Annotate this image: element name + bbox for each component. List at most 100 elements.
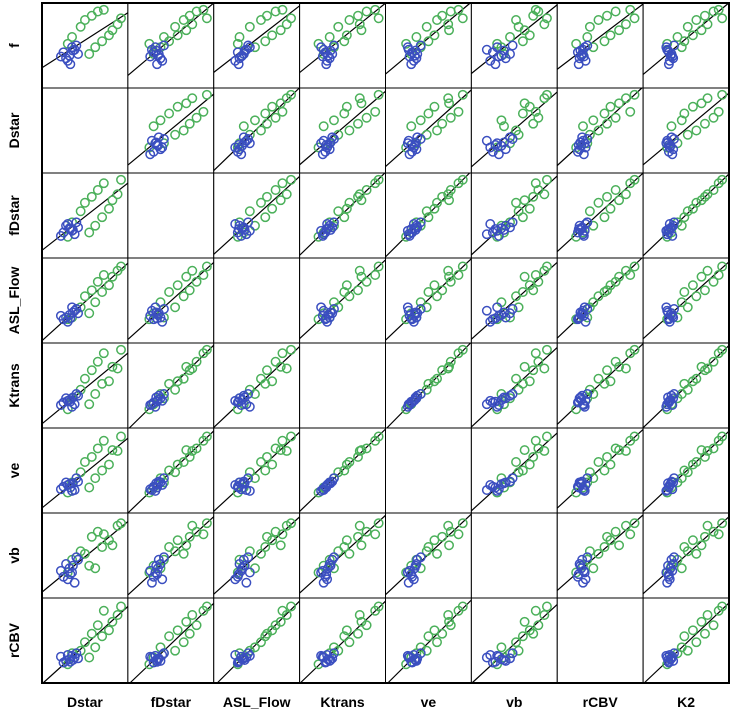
scatter-point-blue-group [158, 473, 169, 484]
scatter-point-blue-group [404, 230, 415, 241]
scatter-point-green-group [373, 518, 384, 529]
scatter-point-green-group [593, 457, 604, 467]
scatter-point-green-group [533, 112, 544, 123]
scatter-point-green-group [443, 520, 454, 531]
scatter-point-blue-group [71, 473, 82, 484]
scatter-point-blue-group [663, 656, 674, 667]
scatter-point-green-group [277, 529, 288, 540]
matrix-cell-rCBV-vs-vb [470, 597, 558, 684]
matrix-cell-fDstar-vs-Ktrans [299, 172, 386, 259]
scatter-point-blue-group [573, 224, 584, 235]
scatter-point-green-group [256, 457, 266, 467]
scatter-point-green-group [429, 280, 440, 291]
scatter-point-blue-group [408, 142, 419, 153]
scatter-point-green-group [90, 642, 101, 653]
scatter-point-green-group [457, 13, 468, 24]
cell-border [299, 87, 386, 174]
col-label-rCBV: rCBV [583, 694, 619, 710]
scatter-point-green-group [621, 19, 631, 30]
scatter-point-green-group [256, 197, 266, 208]
scatter-point-green-group [107, 361, 118, 372]
matrix-cell-rCBV-vs-fDstar [127, 597, 215, 684]
cell-border [41, 2, 129, 89]
scatter-point-green-group [676, 297, 687, 308]
matrix-cell-ve-vs-ASL_Flow [213, 427, 301, 514]
scatter-point-green-group [98, 529, 109, 540]
scatter-point-green-group [97, 631, 108, 642]
scatter-point-green-group [717, 601, 728, 612]
scatter-point-green-group [406, 121, 417, 132]
scatter-point-blue-group [410, 45, 421, 56]
matrix-cell-ve-vs-rCBV [556, 427, 644, 514]
matrix-cell-Dstar-vs-Dstar [41, 87, 129, 174]
scatter-point-blue-group [71, 648, 82, 659]
scatter-point-green-group [610, 112, 621, 123]
scatter-point-green-group [621, 363, 631, 374]
scatter-point-green-group [344, 457, 355, 467]
scatter-point-blue-group [492, 401, 503, 412]
scatter-point-green-group [90, 389, 101, 399]
scatter-point-green-group [423, 108, 434, 119]
scatter-point-green-group [373, 13, 384, 24]
fit-line [385, 2, 471, 75]
scatter-point-green-group [370, 529, 381, 540]
scatter-point-green-group [262, 531, 272, 542]
scatter-point-green-group [517, 108, 528, 119]
scatter-point-blue-group [55, 51, 66, 62]
scatter-point-green-group [533, 356, 544, 367]
scatter-point-green-group [511, 373, 521, 384]
scatter-point-blue-group [406, 569, 417, 580]
matrix-cell-rCBV-vs-rCBV [556, 597, 644, 684]
matrix-cell-rCBV-vs-Dstar [41, 597, 129, 684]
scatter-point-green-group [84, 227, 95, 238]
scatter-point-blue-group [55, 484, 66, 495]
scatter-point-green-group [201, 518, 212, 529]
fit-line [387, 599, 472, 684]
scatter-point-green-group [539, 363, 550, 374]
matrix-cell-Dstar-vs-vb [470, 87, 558, 174]
scatter-point-blue-group [243, 389, 254, 399]
scatter-point-green-group [610, 185, 621, 195]
scatter-point-green-group [286, 431, 296, 442]
scatter-point-green-group [679, 212, 690, 223]
scatter-point-blue-group [409, 50, 420, 61]
scatter-point-green-group [244, 467, 255, 478]
scatter-point-blue-group [507, 134, 518, 144]
scatter-point-green-group [275, 195, 286, 206]
scatter-point-green-group [275, 25, 286, 36]
scatter-point-green-group [511, 15, 521, 25]
scatter-point-green-group [341, 101, 352, 112]
scatter-point-green-group [164, 542, 175, 552]
col-label-Dstar: Dstar [67, 694, 103, 710]
scatter-point-green-group [75, 21, 86, 32]
scatter-point-green-group [696, 445, 707, 456]
scatter-point-green-group [679, 378, 690, 389]
scatter-point-blue-group [236, 149, 247, 160]
scatter-point-green-group [429, 203, 440, 214]
fit-line [299, 600, 386, 684]
scatter-point-green-group [172, 280, 183, 291]
scatter-point-green-group [445, 276, 456, 287]
scatter-point-green-group [691, 637, 702, 648]
scatter-point-green-group [172, 376, 183, 387]
scatter-point-green-group [275, 361, 286, 372]
scatter-point-blue-group [410, 560, 421, 571]
scatter-point-blue-group [65, 656, 76, 667]
scatter-point-green-group [541, 261, 552, 272]
matrix-cell-rCBV-vs-K2 [642, 597, 730, 684]
scatter-point-green-group [696, 361, 707, 372]
scatter-point-green-group [505, 32, 515, 42]
scatter-point-green-group [286, 601, 296, 612]
scatter-point-green-group [339, 212, 350, 223]
scatter-point-green-group [256, 125, 266, 136]
scatter-point-blue-group [157, 480, 168, 490]
scatter-point-green-group [333, 302, 344, 313]
scatter-point-green-group [97, 212, 108, 223]
scatter-point-green-group [429, 30, 440, 41]
scatter-point-green-group [201, 13, 212, 24]
scatter-point-green-group [700, 628, 710, 639]
scatter-point-blue-group [485, 142, 496, 153]
scatter-point-green-group [187, 265, 198, 276]
scatter-point-blue-group [664, 219, 675, 229]
scatter-point-green-group [170, 384, 181, 395]
